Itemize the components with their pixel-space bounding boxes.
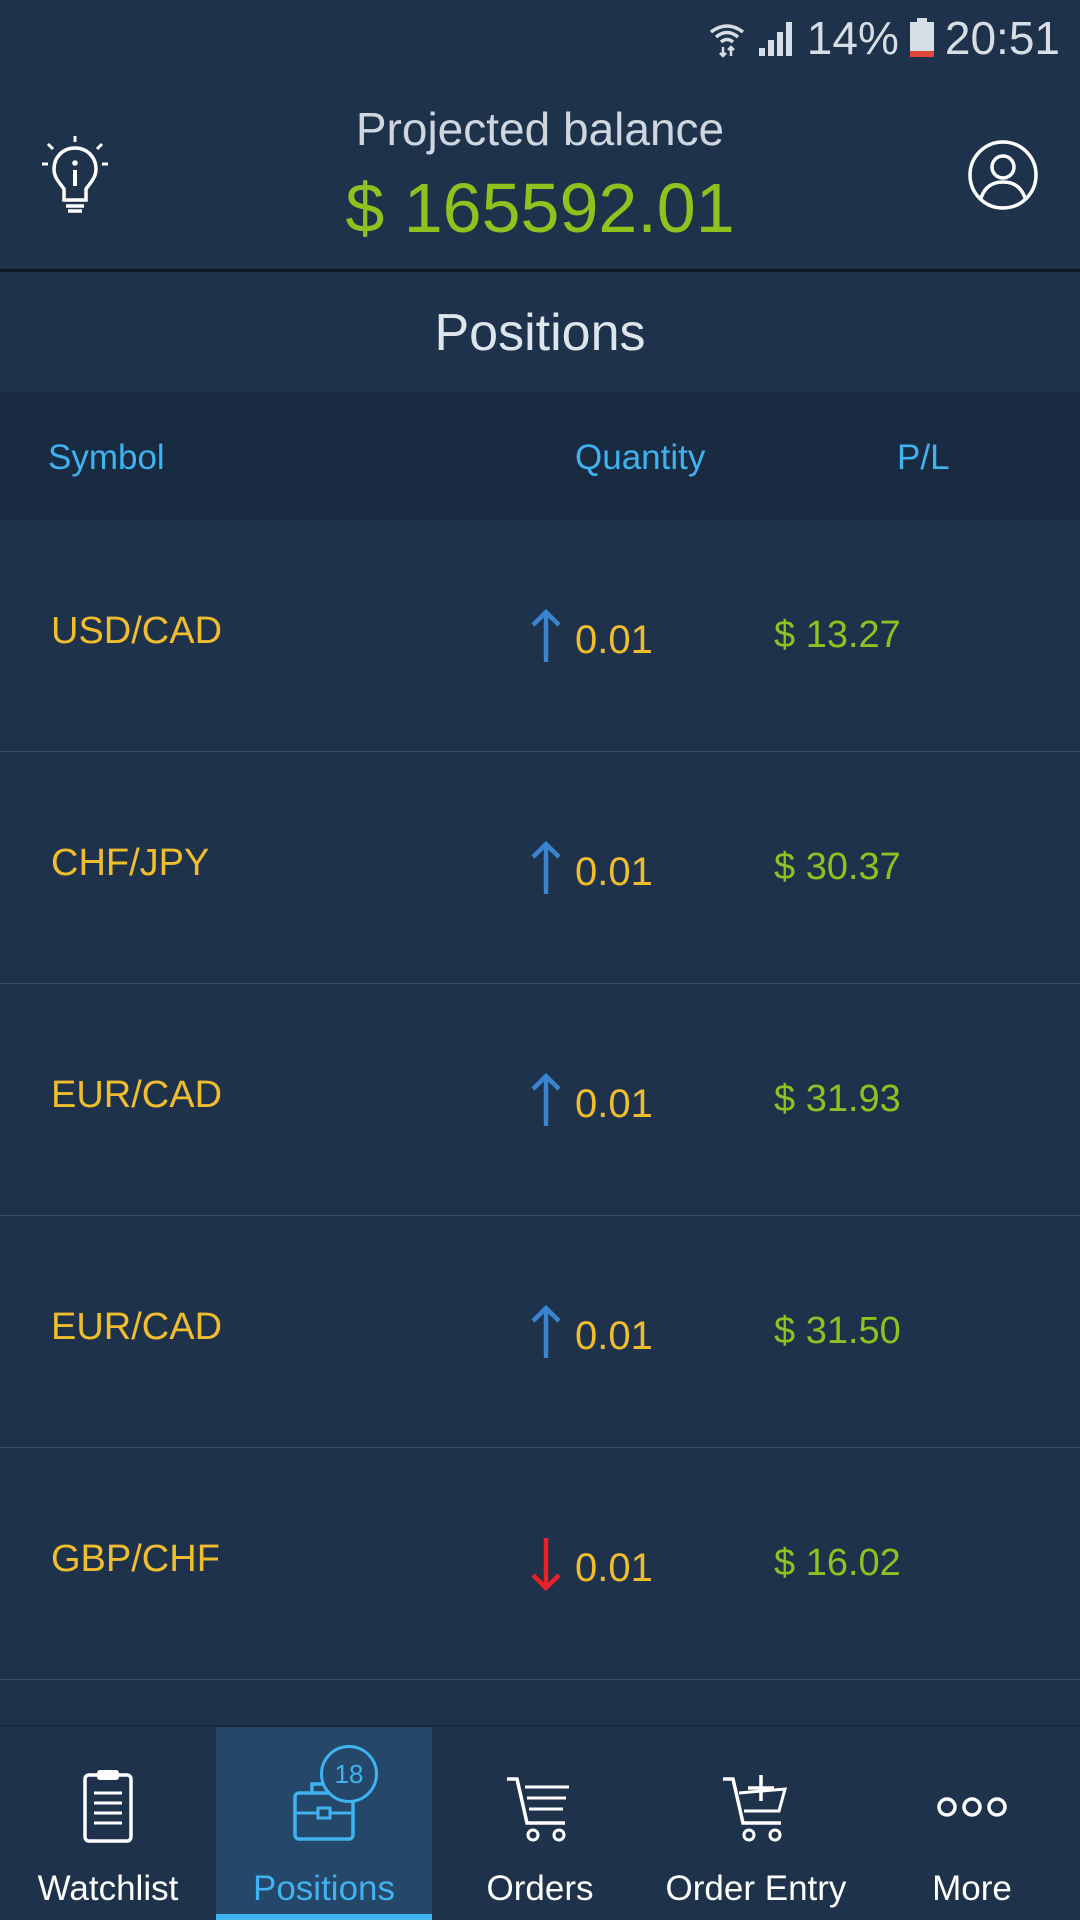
nav-label: More xyxy=(932,1869,1012,1908)
arrow-up-icon xyxy=(531,608,561,662)
position-symbol: EUR/CAD xyxy=(51,1074,223,1116)
position-quantity: 0.01 xyxy=(575,1546,653,1590)
nav-order-entry[interactable]: Order Entry xyxy=(648,1727,864,1920)
projected-balance-value: $ 165592.01 xyxy=(345,169,735,247)
position-pl: $ 16.02 xyxy=(774,1542,901,1584)
app-header: Projected balance $ 165592.01 xyxy=(0,76,1080,272)
cart-add-icon xyxy=(723,1775,788,1842)
status-icons: 14% 20:51 xyxy=(707,8,1060,68)
clipboard-icon xyxy=(83,1770,133,1843)
positions-list: USD/CAD 0.01 $ 13.27 CHF/JPY 0.01 $ 30.3… xyxy=(0,520,1080,1680)
position-quantity: 0.01 xyxy=(575,850,653,894)
hint-button[interactable] xyxy=(40,134,110,214)
position-pl: $ 31.93 xyxy=(774,1078,901,1120)
cart-list-icon xyxy=(507,1777,569,1842)
nav-more[interactable]: More xyxy=(864,1727,1080,1920)
user-circle-icon xyxy=(968,140,1038,210)
status-bar: 14% 20:51 xyxy=(0,0,1080,76)
balance-label: Projected balance xyxy=(355,103,725,155)
position-quantity: 0.01 xyxy=(575,1314,653,1358)
position-row[interactable]: EUR/CAD 0.01 $ 31.50 xyxy=(0,1216,1080,1448)
bottom-navigation: Watchlist Positions Orders Order Entry xyxy=(0,1725,1080,1920)
more-dots-icon xyxy=(937,1797,1007,1817)
position-pl: $ 13.27 xyxy=(774,614,901,656)
battery-percent: 14% xyxy=(806,12,899,64)
position-quantity: 0.01 xyxy=(575,618,653,662)
arrow-down-icon xyxy=(531,1538,561,1592)
nav-label: Orders xyxy=(486,1869,594,1908)
position-quantity: 0.01 xyxy=(575,1082,653,1126)
battery-icon xyxy=(909,18,934,57)
nav-positions[interactable]: Positions xyxy=(216,1727,432,1920)
position-pl: $ 31.50 xyxy=(774,1310,901,1352)
position-symbol: USD/CAD xyxy=(51,610,223,652)
position-row[interactable]: EUR/CAD 0.01 $ 31.93 xyxy=(0,984,1080,1216)
nav-label: Order Entry xyxy=(665,1869,847,1908)
position-row[interactable]: CHF/JPY 0.01 $ 30.37 xyxy=(0,752,1080,984)
arrow-up-icon xyxy=(531,1304,561,1358)
page-title: Positions xyxy=(0,274,1080,392)
nav-label: Watchlist xyxy=(37,1869,179,1908)
nav-watchlist[interactable]: Watchlist xyxy=(0,1727,216,1920)
column-header-pl[interactable]: P/L xyxy=(897,438,950,477)
position-symbol: GBP/CHF xyxy=(51,1538,220,1580)
profile-button[interactable] xyxy=(966,138,1040,212)
column-header-quantity[interactable]: Quantity xyxy=(575,438,706,477)
nav-orders[interactable]: Orders xyxy=(432,1727,648,1920)
position-row[interactable]: GBP/CHF 0.01 $ 16.02 xyxy=(0,1448,1080,1680)
clock: 20:51 xyxy=(944,12,1060,64)
position-symbol: CHF/JPY xyxy=(51,842,210,884)
nav-label: Positions xyxy=(252,1869,396,1908)
positions-table-header: Symbol Quantity P/L xyxy=(0,392,1080,520)
signal-icon xyxy=(758,22,792,56)
lightbulb-info-icon xyxy=(42,136,108,213)
arrow-up-icon xyxy=(531,1072,561,1126)
positions-count-badge: 18 xyxy=(320,1745,378,1803)
position-symbol: EUR/CAD xyxy=(51,1306,223,1348)
column-header-symbol[interactable]: Symbol xyxy=(48,438,165,477)
arrow-up-icon xyxy=(531,840,561,894)
wifi-icon xyxy=(709,24,744,58)
position-row[interactable]: USD/CAD 0.01 $ 13.27 xyxy=(0,520,1080,752)
position-pl: $ 30.37 xyxy=(774,846,901,888)
